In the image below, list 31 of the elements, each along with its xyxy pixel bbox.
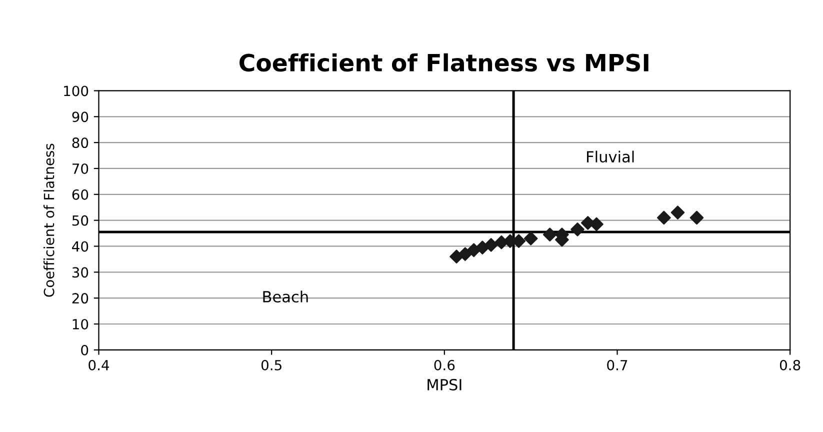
point bbox=[670, 206, 685, 220]
y-tick-label: 0 bbox=[81, 344, 88, 356]
y-tick-label: 30 bbox=[72, 267, 88, 278]
point bbox=[484, 238, 498, 252]
x-tick-label: 0.8 bbox=[780, 360, 800, 370]
point bbox=[542, 228, 557, 242]
point bbox=[466, 243, 481, 258]
chart-title: Coefficient of Flatness vs MPSI bbox=[240, 53, 648, 72]
point bbox=[570, 222, 584, 236]
x-tick-label: 0.7 bbox=[607, 360, 628, 370]
annotation: Fluvial bbox=[587, 150, 634, 163]
point bbox=[590, 217, 604, 232]
point bbox=[657, 210, 671, 225]
point bbox=[690, 210, 704, 225]
x-axis-title: MPSI bbox=[428, 378, 462, 390]
annotation: Beach bbox=[263, 290, 308, 303]
x-tick-label: 0.4 bbox=[88, 360, 110, 370]
point bbox=[458, 247, 472, 261]
y-tick-label: 70 bbox=[72, 163, 88, 174]
y-tick-label: 100 bbox=[64, 86, 88, 96]
y-tick-label: 90 bbox=[72, 112, 88, 122]
y-tick-label: 10 bbox=[72, 318, 88, 330]
y-tick-label: 40 bbox=[72, 241, 88, 252]
x-tick-label: 0.5 bbox=[261, 360, 282, 370]
x-tick-label: 0.6 bbox=[434, 360, 455, 370]
point bbox=[524, 232, 538, 246]
y-tick-label: 20 bbox=[72, 293, 88, 304]
y-tick-label: 80 bbox=[72, 138, 88, 148]
y-tick-label: 50 bbox=[72, 215, 88, 226]
y-axis-title: Coefficient of Flatness bbox=[44, 144, 54, 297]
y-tick-label: 60 bbox=[72, 189, 88, 200]
